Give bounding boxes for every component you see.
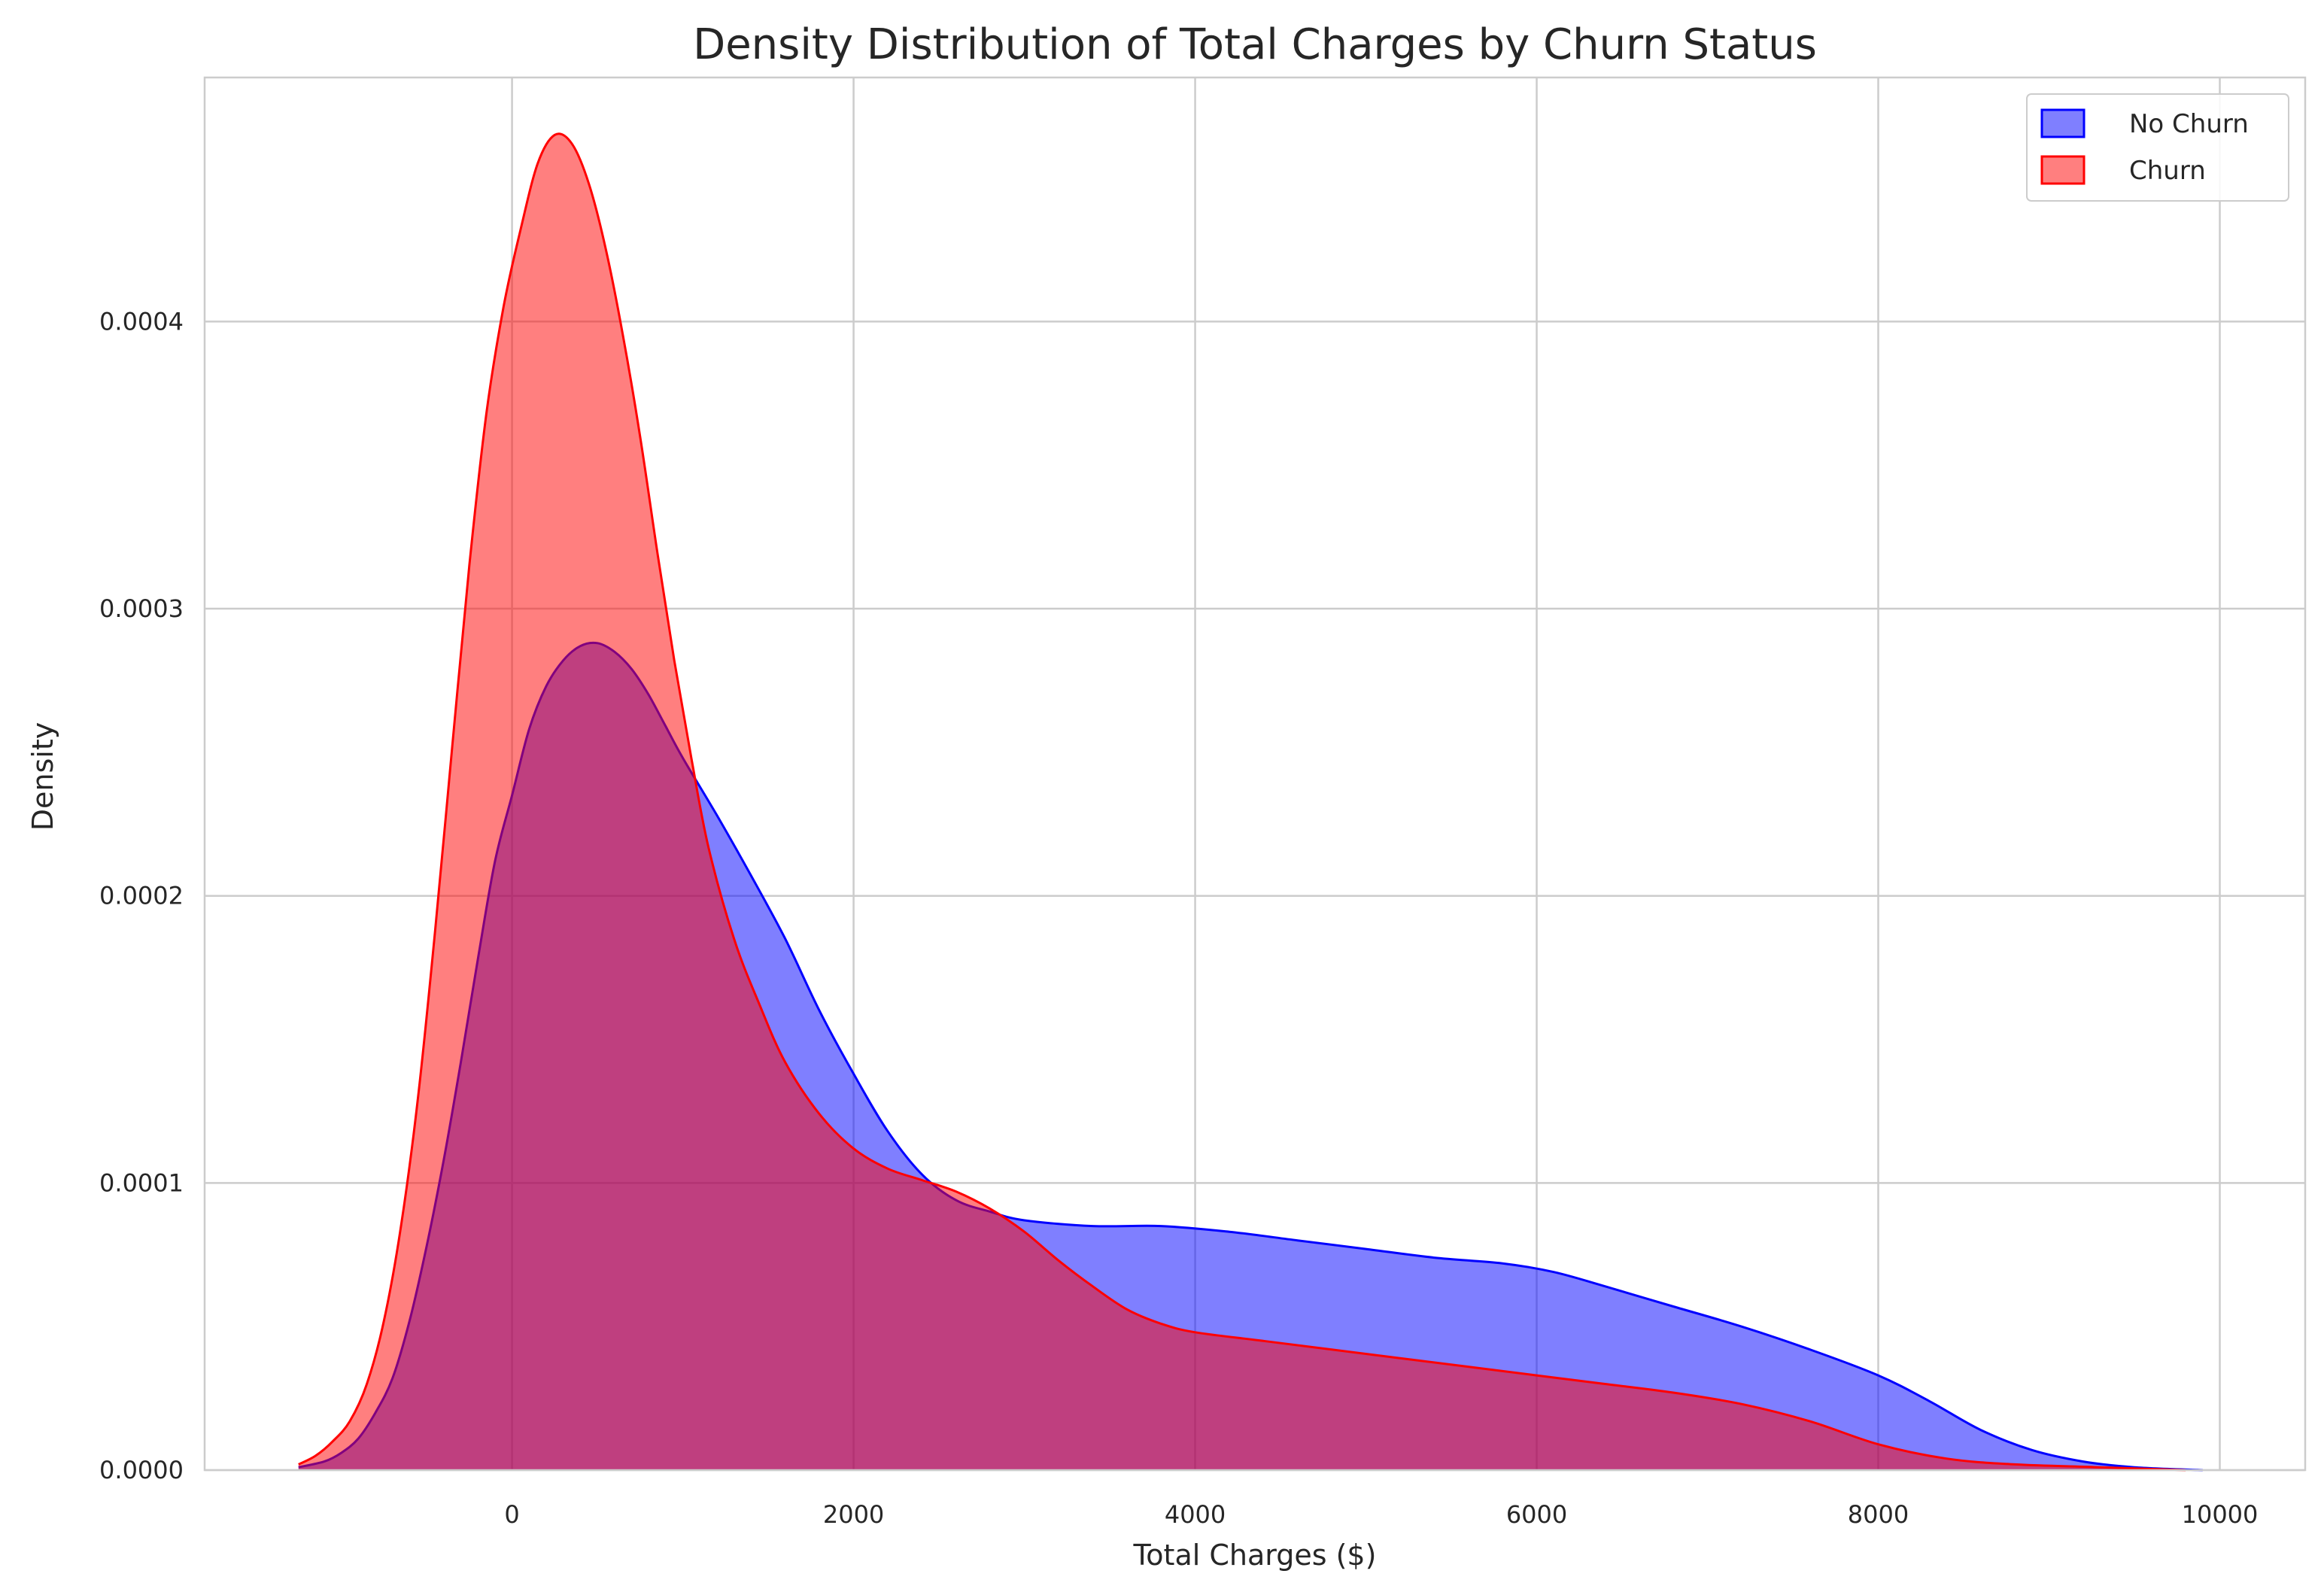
x-tick-label: 6000 — [1506, 1500, 1567, 1529]
legend-swatch-churn — [2040, 155, 2086, 185]
x-tick-label: 10000 — [2182, 1500, 2259, 1529]
x-tick-label: 8000 — [1848, 1500, 1909, 1529]
y-tick-label: 0.0000 — [99, 1456, 184, 1484]
y-tick-labels: 0.0000 0.0001 0.0002 0.0003 0.0004 — [99, 307, 184, 1484]
y-axis-label: Density — [26, 722, 59, 831]
chart-title: Density Distribution of Total Charges by… — [693, 20, 1817, 69]
legend-frame — [2026, 93, 2289, 202]
y-tick-label: 0.0001 — [99, 1168, 184, 1197]
density-area-churn — [298, 133, 2186, 1471]
legend: No Churn Churn — [2026, 93, 2289, 202]
density-areas — [298, 132, 2203, 1472]
density-line-churn — [298, 132, 2186, 1472]
x-tick-label: 4000 — [1165, 1500, 1226, 1529]
x-tick-labels: 0 2000 4000 6000 8000 10000 — [504, 1500, 2258, 1529]
plot-frame — [203, 76, 2307, 1472]
legend-label-no-churn: No Churn — [2129, 109, 2249, 139]
y-tick-label: 0.0002 — [99, 882, 184, 910]
x-axis-label: Total Charges ($) — [1133, 1539, 1377, 1572]
legend-label-churn: Churn — [2129, 156, 2206, 186]
legend-swatch-no-churn — [2040, 108, 2086, 138]
x-tick-label: 2000 — [823, 1500, 884, 1529]
y-tick-label: 0.0004 — [99, 307, 184, 336]
y-tick-label: 0.0003 — [99, 594, 184, 623]
x-tick-label: 0 — [504, 1500, 519, 1529]
